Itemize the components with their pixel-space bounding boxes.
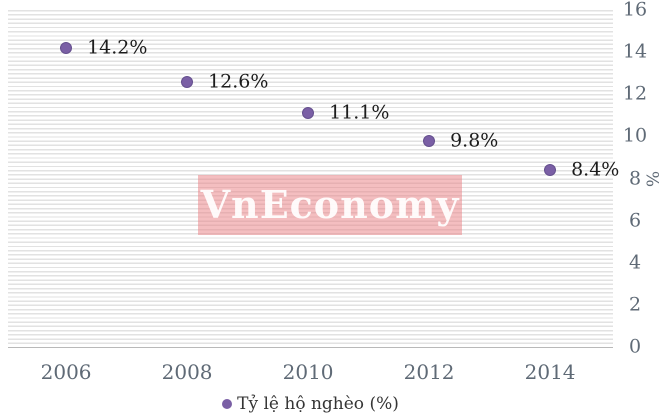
x-tick-label-2008: 2008 [161, 360, 213, 384]
data-point-2012 [423, 134, 436, 147]
data-point-2006 [60, 41, 73, 54]
legend-label: Tỷ lệ hộ nghèo (%) [237, 394, 399, 414]
y-tick-label-14: 14 [622, 40, 648, 63]
y-tick-label-8: 8 [628, 167, 642, 189]
legend-marker-icon [222, 399, 233, 410]
x-tick-label-2014: 2014 [524, 360, 576, 384]
data-label-2014: 8.4% [571, 158, 620, 181]
x-tick-label-2006: 2006 [40, 360, 92, 384]
y-axis-unit-label: % [641, 170, 660, 187]
y-tick-label-0: 0 [628, 335, 642, 358]
x-tick-label-2012: 2012 [403, 360, 455, 384]
data-label-2012: 9.8% [450, 129, 499, 152]
watermark-banner: VnEconomy [198, 175, 462, 235]
y-tick-label-10: 10 [622, 124, 648, 147]
y-tick-label-4: 4 [628, 251, 642, 274]
y-tick-label-16: 16 [622, 0, 648, 21]
y-tick-label-2: 2 [628, 293, 642, 316]
data-point-2008 [181, 75, 194, 88]
legend: Tỷ lệ hộ nghèo (%) [8, 394, 613, 414]
data-label-2006: 14.2% [87, 36, 148, 59]
x-tick-label-2010: 2010 [282, 360, 334, 384]
y-tick-label-12: 12 [622, 82, 648, 105]
data-point-2014 [544, 164, 557, 177]
watermark-text: VnEconomy [200, 182, 460, 227]
data-point-2010 [302, 107, 315, 120]
data-label-2010: 11.1% [329, 101, 390, 124]
data-label-2008: 12.6% [208, 70, 269, 93]
y-tick-label-6: 6 [628, 209, 642, 232]
